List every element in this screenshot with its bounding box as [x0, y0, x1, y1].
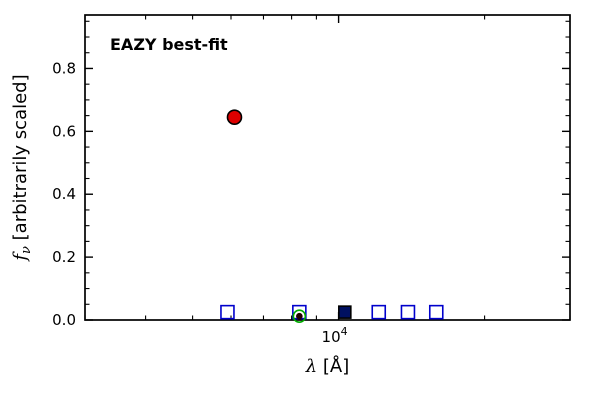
best-fit-model-point — [226, 109, 243, 125]
y-axis-ticks: 0.0 0.2 0.4 0.6 0.8 — [52, 20, 570, 329]
observed-photometry-squares-marker — [400, 304, 416, 320]
x-tick-label: 104 — [322, 325, 348, 346]
observed-photometry-squares-marker — [371, 304, 387, 320]
green-open-circle-point — [292, 309, 307, 324]
y-tick-label: 0.6 — [52, 122, 76, 140]
y-tick-label: 0.2 — [52, 248, 76, 266]
y-tick-label: 0.8 — [52, 59, 76, 77]
y-axis-label: fν [arbitrarily scaled] — [10, 74, 34, 262]
observed-photometry-squares-marker — [220, 304, 235, 320]
annotation-eazy-best-fit: EAZY best-fit — [110, 35, 228, 54]
green-circle-center-dot — [296, 312, 303, 320]
y-tick-label: 0.4 — [52, 185, 76, 203]
dark-photometry-square-marker — [338, 305, 352, 319]
green-open-circle-point-marker — [292, 309, 307, 324]
x-axis-label: λ [Å] — [305, 355, 350, 377]
green-circle-center-dot-marker — [296, 312, 303, 320]
observed-photometry-squares — [220, 304, 444, 320]
observed-photometry-squares-marker — [428, 304, 444, 320]
best-fit-model-point-marker — [226, 109, 243, 125]
dark-photometry-square — [338, 305, 352, 319]
x-axis-ticks: 104 — [84, 15, 571, 346]
plot-border — [84, 14, 571, 321]
y-tick-label: 0.0 — [52, 311, 76, 329]
